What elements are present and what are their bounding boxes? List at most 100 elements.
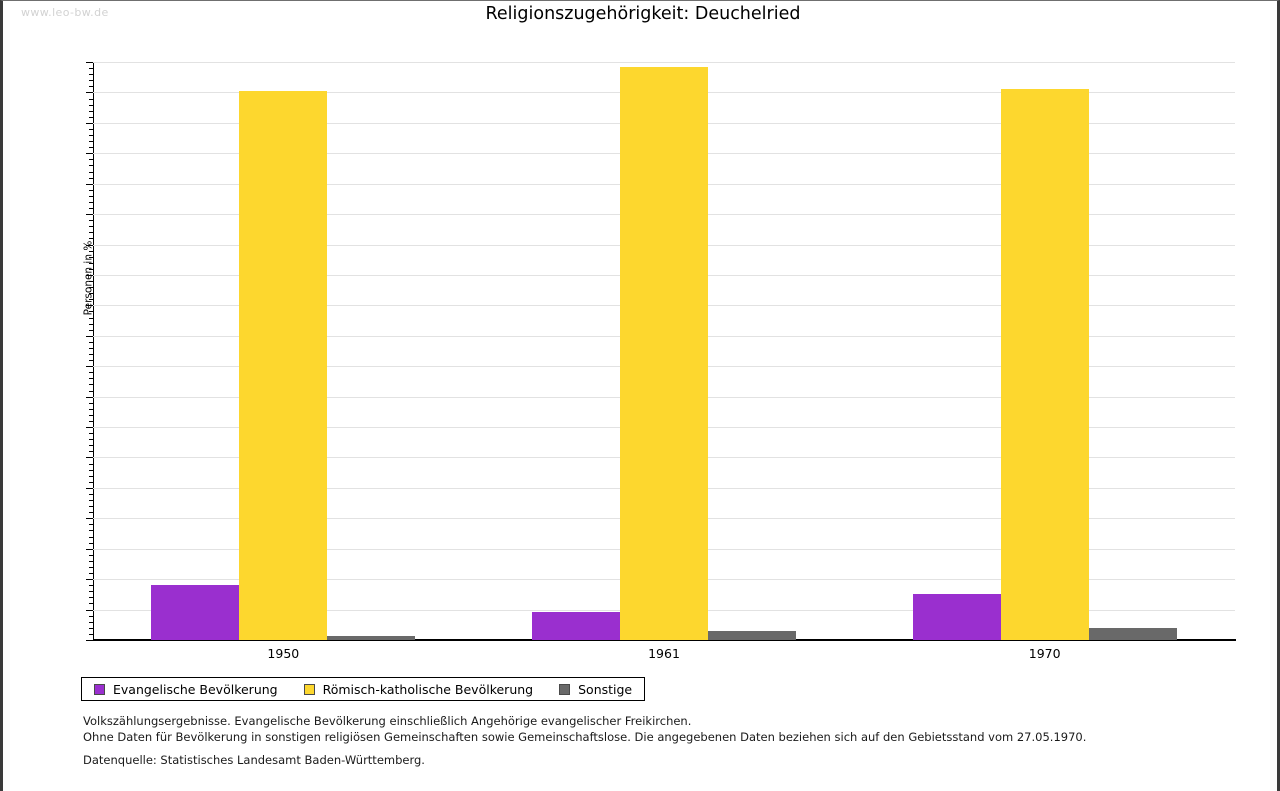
page-title: Religionszugehörigkeit: Deuchelried	[485, 4, 801, 24]
y-axis-minor-tick	[89, 238, 93, 240]
y-axis-tick	[86, 427, 93, 429]
y-axis-minor-tick	[89, 500, 93, 502]
y-axis-tick	[86, 396, 93, 398]
y-axis-minor-tick	[89, 384, 93, 386]
y-axis-minor-tick	[89, 390, 93, 392]
y-axis-minor-tick	[89, 621, 93, 623]
y-axis-line	[93, 62, 94, 640]
y-axis-minor-tick	[89, 597, 93, 599]
y-axis-minor-tick	[89, 177, 93, 179]
y-axis-minor-tick	[89, 493, 93, 495]
y-axis-minor-tick	[89, 250, 93, 252]
y-axis-minor-tick	[89, 171, 93, 173]
footnotes: Volkszählungsergebnisse. Evangelische Be…	[83, 713, 1086, 745]
y-axis-minor-tick	[89, 420, 93, 422]
bar	[239, 91, 328, 640]
y-axis-minor-tick	[89, 299, 93, 301]
y-axis-minor-tick	[89, 360, 93, 362]
y-axis-tick	[86, 122, 93, 124]
y-axis-minor-tick	[89, 135, 93, 136]
y-axis-tick	[86, 62, 93, 63]
y-axis-minor-tick	[89, 232, 93, 234]
y-axis-tick	[86, 183, 93, 185]
bar	[1000, 88, 1089, 640]
y-axis-minor-tick	[89, 469, 93, 471]
y-axis-minor-tick	[89, 268, 93, 270]
y-axis-minor-tick	[89, 287, 93, 289]
source-note: Datenquelle: Statistisches Landesamt Bad…	[83, 753, 425, 767]
y-axis-minor-tick	[89, 347, 93, 349]
y-axis-minor-tick	[89, 329, 93, 331]
x-axis-tick-label: 1970	[1028, 646, 1061, 661]
y-axis-minor-tick	[89, 262, 93, 264]
y-axis-minor-tick	[89, 627, 93, 629]
y-axis-minor-tick	[89, 189, 93, 191]
y-axis-minor-tick	[89, 530, 93, 532]
y-axis-minor-tick	[89, 104, 93, 106]
y-axis-minor-tick	[89, 378, 93, 380]
y-axis-minor-tick	[89, 281, 93, 283]
y-axis-tick	[86, 274, 93, 276]
y-axis-minor-tick	[89, 74, 93, 76]
y-axis-minor-tick	[89, 317, 93, 319]
y-axis-title: Personen in %	[82, 240, 95, 316]
y-axis-minor-tick	[89, 341, 93, 343]
x-axis-tick-label: 1950	[267, 646, 300, 661]
bar	[1088, 627, 1177, 640]
y-axis-tick	[86, 92, 93, 94]
gridline	[93, 62, 1235, 63]
y-axis-minor-tick	[89, 633, 93, 635]
footnote-line-1: Volkszählungsergebnisse. Evangelische Be…	[83, 714, 692, 728]
legend-item-label: Evangelische Bevölkerung	[113, 681, 278, 697]
y-axis-tick	[86, 487, 93, 489]
y-axis-minor-tick	[89, 603, 93, 605]
y-axis-minor-tick	[89, 445, 93, 447]
y-axis-minor-tick	[89, 116, 93, 118]
legend-swatch-icon	[94, 683, 105, 695]
y-axis-minor-tick	[89, 323, 93, 325]
y-axis-minor-tick	[89, 408, 93, 410]
y-axis-minor-tick	[89, 573, 93, 575]
y-axis-minor-tick	[89, 256, 93, 258]
bar	[620, 67, 708, 640]
legend-item-label: Sonstige	[578, 681, 633, 697]
x-axis-tick-label: 1961	[648, 646, 680, 661]
legend: Evangelische Bevölkerung Römisch-katholis…	[81, 677, 646, 701]
y-axis-tick	[86, 335, 93, 337]
y-axis-minor-tick	[89, 80, 93, 82]
y-axis-minor-tick	[89, 98, 93, 100]
y-axis-minor-tick	[89, 433, 93, 435]
bar	[532, 612, 620, 640]
y-axis-minor-tick	[89, 147, 93, 149]
y-axis-minor-tick	[89, 372, 93, 374]
y-axis-tick	[86, 640, 93, 641]
footnote-line-2: Ohne Daten für Bevölkerung in sonstigen …	[83, 730, 1087, 744]
y-axis-minor-tick	[89, 195, 93, 197]
y-axis-tick	[86, 579, 93, 581]
y-axis-minor-tick	[89, 475, 93, 477]
y-axis-minor-tick	[89, 414, 93, 416]
y-axis-tick	[86, 214, 93, 216]
legend-item-label: Römisch-katholische Bevölkerung	[322, 681, 534, 697]
legend-swatch-icon	[303, 683, 315, 695]
bar	[151, 585, 240, 640]
y-axis-tick	[86, 518, 93, 520]
bar	[912, 594, 1001, 640]
y-axis-minor-tick	[89, 402, 93, 404]
y-axis-minor-tick	[89, 86, 93, 88]
y-axis-minor-tick	[89, 615, 93, 617]
legend-item[interactable]: Römisch-katholische Bevölkerung	[303, 681, 534, 697]
legend-item[interactable]: Sonstige	[559, 682, 632, 697]
y-axis-minor-tick	[89, 354, 93, 356]
y-axis-minor-tick	[89, 68, 93, 70]
y-axis-minor-tick	[89, 554, 93, 556]
legend-item[interactable]: Evangelische Bevölkerung	[94, 682, 278, 697]
y-axis-minor-tick	[89, 536, 93, 538]
y-axis-minor-tick	[89, 585, 93, 587]
y-axis-minor-tick	[89, 439, 93, 441]
y-axis-minor-tick	[89, 463, 93, 465]
y-axis-minor-tick	[89, 110, 93, 112]
y-axis-minor-tick	[89, 512, 93, 514]
y-axis-minor-tick	[89, 591, 93, 593]
